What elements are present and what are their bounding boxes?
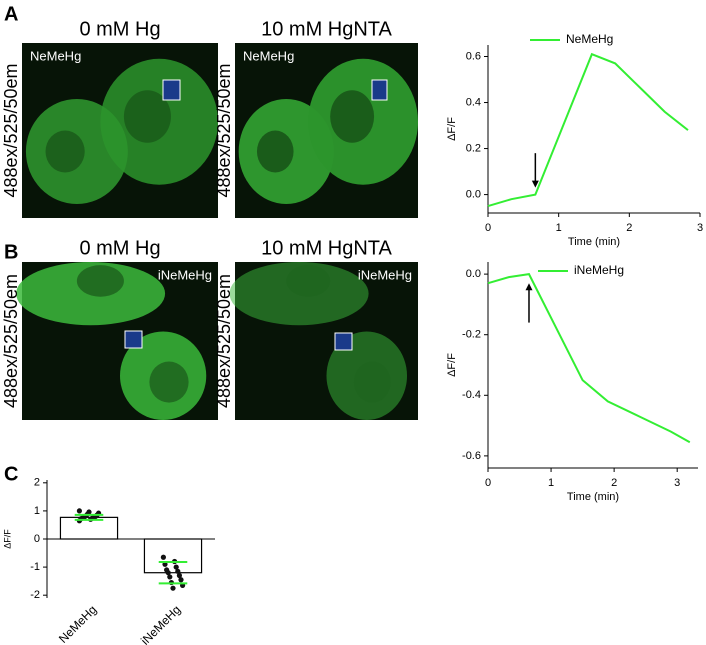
y-tick-label: -0.2 (462, 329, 481, 341)
x-tick-label: 1 (548, 477, 554, 489)
microscopy-image (22, 43, 218, 218)
roi-box (334, 332, 353, 351)
image-tag: NeMeHg (243, 48, 294, 63)
x-tick-label: 1 (556, 222, 562, 234)
cell (76, 265, 124, 297)
x-tick-label: 2 (626, 222, 632, 234)
data-point (167, 574, 173, 580)
y-tick-label: -2 (30, 589, 40, 601)
channel-label: 488ex/525/50em (1, 63, 21, 197)
y-tick-label: -0.4 (462, 389, 481, 401)
image-title: 10 mM HgNTA (261, 18, 392, 40)
cell (330, 90, 375, 143)
y-axis-label: ΔF/F (446, 353, 458, 377)
x-tick-label: 2 (611, 477, 617, 489)
y-tick-label: 0.0 (466, 268, 481, 280)
y-tick-label: 0 (34, 533, 40, 545)
cell (353, 361, 391, 403)
data-line (487, 273, 691, 444)
cell (286, 265, 331, 297)
data-line (487, 52, 689, 208)
y-tick-label: -1 (30, 561, 40, 573)
channel-label: 488ex/525/50em (214, 63, 234, 197)
bar (143, 538, 203, 574)
arrow-head (525, 283, 533, 291)
x-tick-label: 3 (697, 222, 703, 234)
x-tick-label: iNeMeHg (138, 602, 183, 645)
y-tick-label: 0.6 (466, 50, 481, 62)
y-tick-label: 0.4 (466, 96, 481, 108)
microscopy-image (16, 262, 218, 421)
y-tick-label: 0.2 (466, 142, 481, 154)
panel-letter: C (4, 463, 18, 485)
x-axis-label: Time (min) (568, 236, 620, 248)
data-point (175, 568, 181, 574)
microscopy-image (235, 43, 418, 218)
roi-box (162, 79, 181, 101)
microscopy-image (229, 262, 418, 421)
image-title: 10 mM HgNTA (261, 237, 392, 259)
data-point (160, 554, 166, 560)
image-tag: NeMeHg (30, 48, 81, 63)
data-point (173, 564, 179, 570)
panel-letter: A (4, 3, 18, 25)
legend-label: iNeMeHg (574, 263, 624, 277)
cell (123, 90, 171, 143)
data-point (76, 508, 82, 514)
x-tick-label: 3 (674, 477, 680, 489)
y-axis-label: ΔF/F (2, 529, 12, 549)
data-point (165, 570, 171, 576)
channel-label: 488ex/525/50em (1, 274, 21, 408)
data-point (178, 577, 184, 583)
cell (45, 130, 85, 173)
y-axis-label: ΔF/F (446, 117, 458, 141)
y-tick-label: 0.0 (466, 188, 481, 200)
arrow-head (531, 180, 539, 188)
data-point (86, 509, 92, 515)
legend-label: NeMeHg (566, 32, 613, 46)
cell (149, 361, 189, 403)
panel-letter: B (4, 241, 18, 263)
image-title: 0 mM Hg (79, 237, 160, 259)
x-tick-label: 0 (485, 477, 491, 489)
roi-box (371, 79, 388, 101)
channel-label: 488ex/525/50em (214, 274, 234, 408)
x-tick-label: 0 (485, 222, 491, 234)
y-tick-label: 2 (34, 477, 40, 489)
data-point (170, 585, 176, 591)
cell (256, 130, 294, 173)
image-tag: iNeMeHg (158, 267, 212, 282)
data-point (176, 572, 182, 579)
image-title: 0 mM Hg (79, 18, 160, 40)
y-tick-label: -0.6 (462, 450, 481, 462)
y-tick-label: 1 (34, 505, 40, 517)
image-tag: iNeMeHg (358, 267, 412, 282)
x-tick-label: NeMeHg (56, 602, 99, 645)
x-axis-label: Time (min) (567, 491, 619, 503)
roi-box (124, 330, 143, 349)
